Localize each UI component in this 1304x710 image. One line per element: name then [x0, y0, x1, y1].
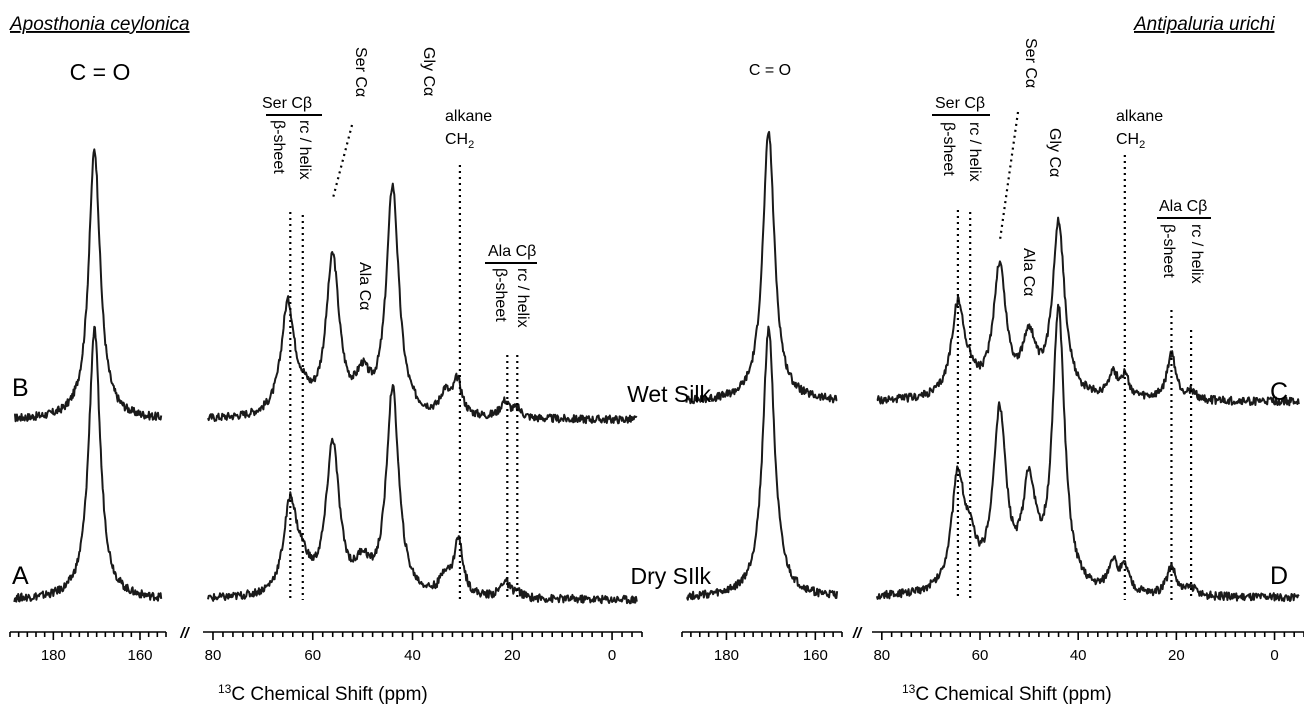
x-tick-label: 160	[127, 647, 152, 664]
spectrum-a-carbonyl	[13, 325, 163, 603]
axis-title-text-left: C Chemical Shift (ppm)	[231, 684, 427, 705]
ala-cb-rc-label-right: rc / helix	[1188, 224, 1205, 284]
x-tick-label: 160	[803, 647, 828, 664]
panel-letter-c: C	[1270, 378, 1288, 406]
spectrum-b-aliphatic	[207, 182, 638, 425]
ch2-text-right: CH	[1116, 131, 1139, 148]
ser-ca-pointer-left	[331, 124, 354, 199]
axis-title-sup-right: 13	[902, 682, 916, 696]
species-title-left: Aposthonia ceylonica	[9, 14, 190, 35]
x-tick-label: 180	[714, 647, 739, 664]
x-tick-label: 20	[1168, 647, 1185, 664]
ch2-subscript-right: 2	[1139, 139, 1145, 151]
x-tick-label: 40	[1070, 647, 1087, 664]
panel-letter-a: A	[12, 562, 29, 590]
axis-title-sup-left: 13	[218, 682, 232, 696]
ser-cb-beta-label-right: β-sheet	[940, 122, 957, 176]
axis-break-mark: //	[179, 625, 190, 642]
spectrum-c-aliphatic	[876, 216, 1300, 407]
spectrum-c-carbonyl	[685, 130, 838, 405]
x-tick-label: 40	[404, 647, 421, 664]
spectra-group	[13, 130, 1300, 605]
carbonyl-label-right: C = O	[749, 62, 791, 79]
x-tick-label: 0	[608, 647, 616, 664]
ala-ca-label-right: Ala Cα	[1020, 248, 1037, 296]
alkane-label-right: alkane	[1116, 108, 1163, 125]
reference-lines	[289, 155, 1193, 600]
x-tick-label: 60	[972, 647, 989, 664]
species-title-right: Antipaluria urichi	[1133, 14, 1275, 35]
axis-title-text-right: C Chemical Shift (ppm)	[915, 684, 1111, 705]
x-tick-label: 0	[1270, 647, 1278, 664]
spectrum-d-carbonyl	[686, 325, 839, 601]
ser-ca-pointer-right	[998, 111, 1020, 241]
ch2-label-left: CH2	[445, 131, 474, 151]
ala-cb-label-right: Ala Cβ	[1159, 198, 1207, 215]
axis-break-mark: //	[852, 625, 863, 642]
gly-ca-label-right: Gly Cα	[1046, 128, 1063, 177]
ser-cb-beta-label-left: β-sheet	[270, 120, 287, 174]
axis-title-right: 13C Chemical Shift (ppm)	[902, 682, 1112, 705]
ch2-label-right: CH2	[1116, 131, 1145, 151]
axis-title-left: 13C Chemical Shift (ppm)	[218, 682, 428, 705]
ser-cb-label-right: Ser Cβ	[935, 95, 985, 112]
x-tick-label: 20	[504, 647, 521, 664]
ch2-subscript-left: 2	[468, 139, 474, 151]
ala-ca-label-left: Ala Cα	[356, 262, 373, 310]
ser-ca-label-left: Ser Cα	[352, 47, 369, 97]
x-tick-label: 80	[205, 647, 222, 664]
carbonyl-label-left: C = O	[70, 59, 131, 85]
ser-cb-rc-label-right: rc / helix	[966, 122, 983, 182]
panel-letter-d: D	[1270, 562, 1288, 590]
ala-cb-label-left: Ala Cβ	[488, 243, 536, 260]
ch2-text-left: CH	[445, 131, 468, 148]
ala-cb-beta-label-right: β-sheet	[1160, 224, 1177, 278]
wet-silk-label: Wet Silk	[627, 381, 711, 407]
spectrum-d-aliphatic	[875, 303, 1300, 603]
ala-cb-beta-label-left: β-sheet	[492, 268, 509, 322]
ser-ca-label-right: Ser Cα	[1022, 38, 1039, 88]
panel-letter-b: B	[12, 374, 29, 402]
ala-cb-rc-label-left: rc / helix	[514, 268, 531, 328]
x-tick-label: 60	[304, 647, 321, 664]
x-tick-label: 80	[873, 647, 890, 664]
alkane-label-left: alkane	[445, 108, 492, 125]
gly-ca-label-left: Gly Cα	[420, 47, 437, 96]
axes-group: 180 160 80 60 40 20 0 // 180 160 80 60 40 20 0 //	[9, 625, 1304, 664]
spectrum-b-carbonyl	[13, 148, 163, 423]
ser-cb-rc-label-left: rc / helix	[296, 120, 313, 180]
ser-cb-label-left: Ser Cβ	[262, 95, 312, 112]
dry-silk-label: Dry SIlk	[631, 563, 712, 589]
x-tick-label: 180	[41, 647, 66, 664]
spectrum-a-aliphatic	[207, 384, 638, 605]
